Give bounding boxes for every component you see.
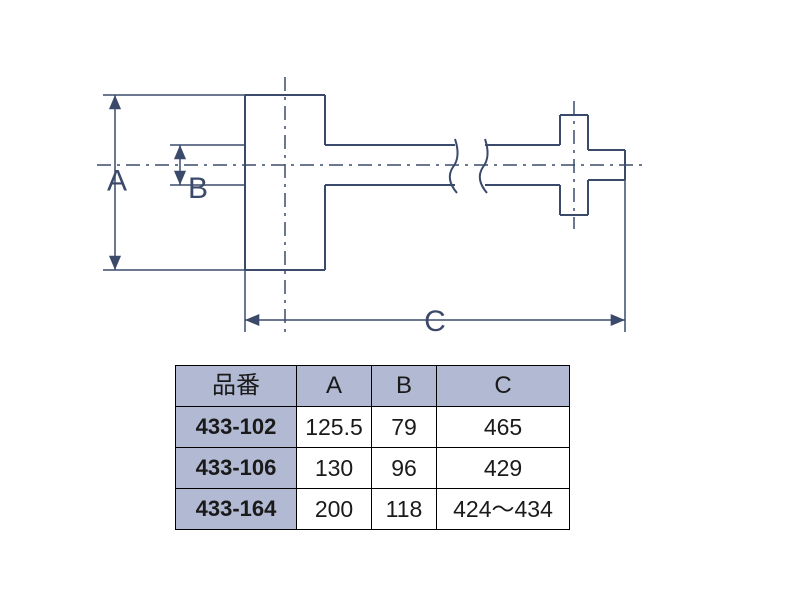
col-header-3: C xyxy=(437,366,570,407)
pn-cell: 433-106 xyxy=(176,448,297,489)
figure-canvas: ABC 品番ABC433-102125.579465433-1061309642… xyxy=(0,0,800,600)
pn-cell: 433-164 xyxy=(176,489,297,530)
col-header-0: 品番 xyxy=(176,366,297,407)
pn-cell: 433-102 xyxy=(176,407,297,448)
table-row: 433-164200118424～434 xyxy=(176,489,570,530)
table-row: 433-10613096429 xyxy=(176,448,570,489)
a-cell: 130 xyxy=(297,448,372,489)
svg-text:C: C xyxy=(424,305,446,338)
a-cell: 125.5 xyxy=(297,407,372,448)
c-cell: 429 xyxy=(437,448,570,489)
col-header-2: B xyxy=(372,366,437,407)
svg-text:A: A xyxy=(107,164,127,197)
c-cell: 424～434 xyxy=(437,489,570,530)
c-cell: 465 xyxy=(437,407,570,448)
svg-text:B: B xyxy=(188,172,208,205)
col-header-1: A xyxy=(297,366,372,407)
dimension-table: 品番ABC433-102125.579465433-10613096429433… xyxy=(175,365,570,530)
table-row: 433-102125.579465 xyxy=(176,407,570,448)
table-header-row: 品番ABC xyxy=(176,366,570,407)
a-cell: 200 xyxy=(297,489,372,530)
b-cell: 96 xyxy=(372,448,437,489)
b-cell: 79 xyxy=(372,407,437,448)
b-cell: 118 xyxy=(372,489,437,530)
